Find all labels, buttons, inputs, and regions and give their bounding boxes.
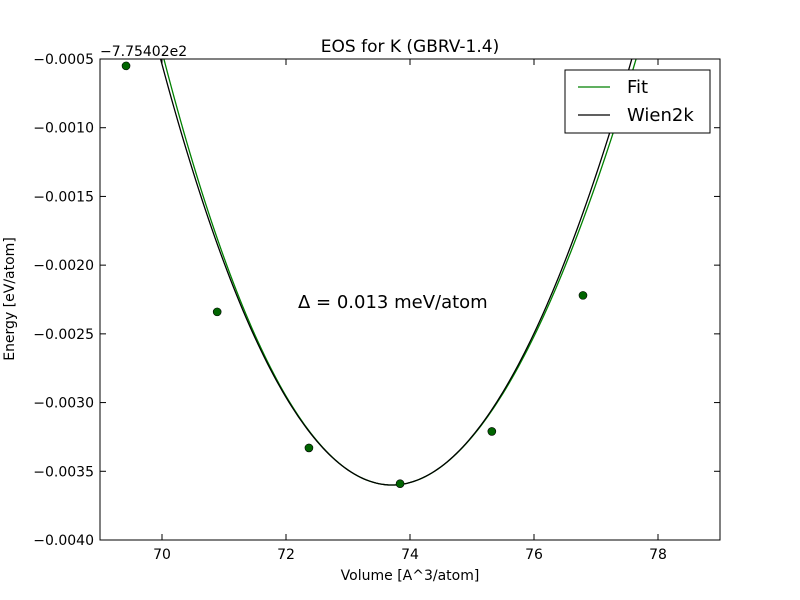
x-tick-label: 76 (525, 547, 543, 563)
y-tick-label: −0.0025 (33, 327, 94, 343)
y-tick-label: −0.0015 (33, 189, 94, 205)
axes-layer: 70 72 74 76 78 −0.0040 −0.0035 −0.0030 −0.0025 −0… (33, 52, 721, 563)
data-point (395, 479, 405, 488)
delta-annotation: Δ = 0.013 meV/atom (298, 292, 488, 313)
y-tick-label: −0.0005 (33, 52, 94, 68)
data-point (212, 307, 222, 317)
y-axis-label: Energy [eV/atom] (2, 237, 18, 361)
x-tick-label: 78 (649, 547, 667, 563)
x-tick-label: 70 (153, 547, 171, 563)
y-tick-label: −0.0010 (33, 121, 94, 137)
data-point (487, 427, 497, 436)
x-tick-label: 72 (277, 547, 295, 563)
chart-title: EOS for K (GBRV-1.4) (321, 37, 499, 57)
y-tick-label: −0.0040 (33, 533, 94, 549)
y-tick-label: −0.0020 (33, 258, 94, 274)
legend-fit-label: Fit (627, 77, 648, 98)
x-axis-label: Volume [A^3/atom] (341, 568, 480, 584)
data-point (304, 443, 314, 453)
y-tick-label: −0.0035 (33, 464, 94, 480)
legend-box (564, 69, 711, 134)
x-tick-label: 74 (401, 547, 419, 563)
legend: Fit Wien2k (564, 69, 711, 134)
data-point (121, 61, 131, 71)
y-tick-label: −0.0030 (33, 396, 94, 412)
y-offset-label: −7.75402e2 (100, 44, 187, 60)
legend-wien2k-label: Wien2k (627, 105, 694, 126)
data-point (578, 291, 588, 300)
